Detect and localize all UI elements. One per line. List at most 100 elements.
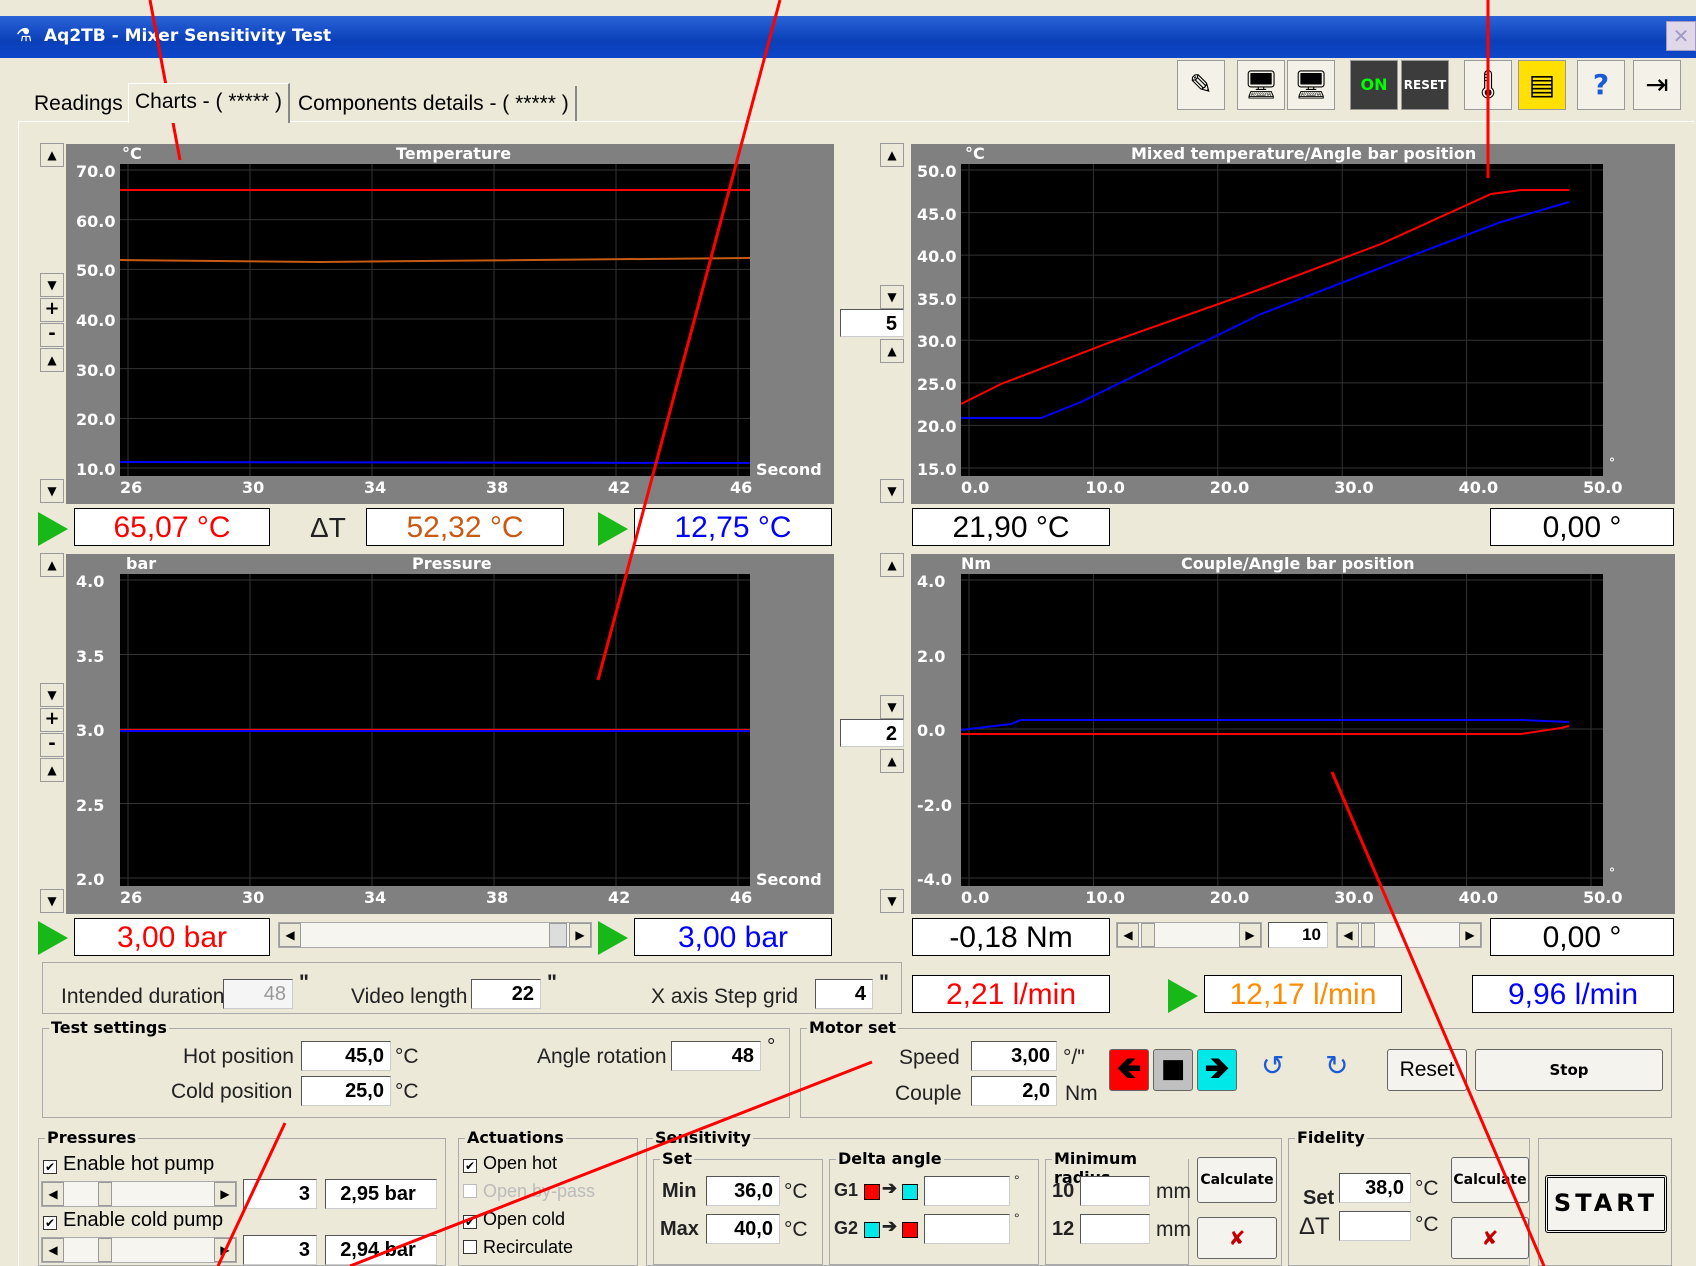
speed-field[interactable]: 3,00 bbox=[971, 1041, 1057, 1071]
recirculate-checkbox[interactable]: Recirculate bbox=[463, 1237, 573, 1258]
enable-hot-pump-checkbox[interactable]: ✔ Enable hot pump bbox=[43, 1153, 215, 1175]
computer-icon[interactable]: 🖥 bbox=[1237, 60, 1285, 110]
scroll-up-button[interactable]: ▲ bbox=[40, 758, 64, 782]
play-cold-icon[interactable] bbox=[598, 512, 628, 546]
scroll-up-button[interactable]: ▲ bbox=[40, 143, 64, 167]
report-icon[interactable]: ▤ bbox=[1518, 60, 1566, 110]
open-cold-checkbox[interactable]: ✔ Open cold bbox=[463, 1209, 566, 1229]
play-cold-pressure-icon[interactable] bbox=[598, 921, 628, 955]
scroll-up-button[interactable]: ▲ bbox=[40, 348, 64, 372]
rotate-right-icon[interactable]: ↻ bbox=[1325, 1050, 1349, 1081]
angle-scrollbar-right[interactable]: ◀ ▶ bbox=[1336, 922, 1482, 948]
tab-readings[interactable]: Readings bbox=[28, 86, 131, 122]
radius-12-field[interactable] bbox=[1080, 1214, 1150, 1244]
tab-components-details[interactable]: Components details - ( ***** ) bbox=[292, 86, 577, 122]
scale-bottom-field[interactable]: 2 bbox=[840, 719, 904, 747]
x-axis-step-field[interactable]: 4 bbox=[815, 979, 873, 1009]
reset-icon[interactable]: RESET bbox=[1401, 60, 1449, 110]
radius-10-field[interactable] bbox=[1080, 1176, 1150, 1206]
scroll-right-button[interactable]: ▶ bbox=[214, 1238, 236, 1262]
g1-delta-field[interactable] bbox=[924, 1176, 1010, 1206]
scroll-thumb[interactable] bbox=[549, 923, 567, 947]
zoom-in-button[interactable]: + bbox=[40, 708, 64, 732]
scroll-down-button[interactable]: ▼ bbox=[880, 479, 904, 503]
stop-button[interactable]: Stop bbox=[1475, 1049, 1663, 1091]
clear-sensitivity-icon[interactable]: ✘ bbox=[1197, 1217, 1277, 1259]
cold-position-field[interactable]: 25,0 bbox=[301, 1076, 391, 1106]
scroll-down-button[interactable]: ▼ bbox=[40, 683, 64, 707]
scroll-left-button[interactable]: ◀ bbox=[279, 923, 301, 947]
tab-charts[interactable]: Charts - ( ***** ) bbox=[128, 83, 291, 123]
zoom-out-button[interactable]: - bbox=[40, 733, 64, 757]
scroll-thumb[interactable] bbox=[1141, 923, 1155, 947]
fidelity-delta-t-field[interactable] bbox=[1339, 1211, 1411, 1241]
on-icon[interactable]: ON bbox=[1350, 60, 1398, 110]
zoom-in-button[interactable]: + bbox=[40, 298, 64, 322]
arrow-right-icon[interactable]: 🡺 bbox=[1197, 1049, 1237, 1091]
max-field[interactable]: 40,0 bbox=[706, 1214, 780, 1244]
step-field[interactable]: 10 bbox=[1268, 922, 1328, 948]
time-scrollbar[interactable]: ◀ ▶ bbox=[278, 922, 592, 948]
scroll-right-button[interactable]: ▶ bbox=[1459, 923, 1481, 947]
angle-rotation-field[interactable]: 48 bbox=[671, 1041, 761, 1071]
calculate-sensitivity-button[interactable]: Calculate bbox=[1197, 1157, 1277, 1203]
computer-icon[interactable]: 🖥 bbox=[1287, 60, 1335, 110]
scroll-right-button[interactable]: ▶ bbox=[214, 1182, 236, 1206]
scroll-down-button[interactable]: ▼ bbox=[880, 285, 904, 309]
delta-angle-title: Delta angle bbox=[836, 1149, 944, 1168]
scroll-up-button[interactable]: ▲ bbox=[40, 553, 64, 577]
y-tick-label: -2.0 bbox=[917, 795, 952, 815]
cold-pump-set-field[interactable]: 3 bbox=[243, 1235, 317, 1265]
scroll-thumb[interactable] bbox=[98, 1182, 112, 1206]
play-hot-icon[interactable] bbox=[38, 512, 68, 546]
x-tick-label: 0.0 bbox=[961, 888, 990, 907]
scroll-left-button[interactable]: ◀ bbox=[42, 1182, 64, 1206]
hot-position-field[interactable]: 45,0 bbox=[301, 1041, 391, 1071]
scroll-up-button[interactable]: ▲ bbox=[880, 339, 904, 363]
scroll-down-button[interactable]: ▼ bbox=[40, 889, 64, 913]
play-hot-pressure-icon[interactable] bbox=[38, 921, 68, 955]
scroll-down-button[interactable]: ▼ bbox=[40, 479, 64, 503]
scroll-right-button[interactable]: ▶ bbox=[1239, 923, 1261, 947]
video-length-field[interactable]: 22 bbox=[471, 979, 541, 1009]
arrow-left-icon[interactable]: 🡸 bbox=[1109, 1049, 1149, 1091]
clear-fidelity-icon[interactable]: ✘ bbox=[1451, 1217, 1529, 1259]
zoom-out-button[interactable]: - bbox=[40, 323, 64, 347]
open-hot-checkbox[interactable]: ✔ Open hot bbox=[463, 1153, 558, 1173]
scroll-thumb[interactable] bbox=[98, 1238, 112, 1262]
scroll-left-button[interactable]: ◀ bbox=[1117, 923, 1139, 947]
stop-square-icon[interactable]: ■ bbox=[1153, 1049, 1193, 1091]
pressure-scrollbars[interactable]: ▲ ▼ + - ▲ ▼ bbox=[40, 553, 64, 913]
close-button[interactable]: ✕ bbox=[1666, 21, 1696, 51]
scroll-down-button[interactable]: ▼ bbox=[880, 889, 904, 913]
scroll-up-button[interactable]: ▲ bbox=[880, 143, 904, 167]
calculate-fidelity-button[interactable]: Calculate bbox=[1451, 1157, 1529, 1203]
temp-scrollbars[interactable]: ▲ ▼ + - ▲ ▼ bbox=[40, 143, 64, 503]
couple-field[interactable]: 2,0 bbox=[971, 1076, 1057, 1106]
enable-cold-pump-checkbox[interactable]: ✔ Enable cold pump bbox=[43, 1209, 224, 1231]
scroll-down-button[interactable]: ▼ bbox=[40, 273, 64, 297]
hot-pump-set-field[interactable]: 3 bbox=[243, 1179, 317, 1209]
scroll-left-button[interactable]: ◀ bbox=[1337, 923, 1359, 947]
rotate-left-icon[interactable]: ↺ bbox=[1261, 1050, 1285, 1081]
edit-icon[interactable]: ✎ bbox=[1177, 60, 1225, 110]
reset-button[interactable]: Reset bbox=[1387, 1049, 1467, 1091]
scroll-up-button[interactable]: ▲ bbox=[880, 749, 904, 773]
scale-top-field[interactable]: 5 bbox=[840, 309, 904, 337]
help-icon[interactable]: ? bbox=[1577, 60, 1625, 110]
scroll-down-button[interactable]: ▼ bbox=[880, 695, 904, 719]
g2-delta-field[interactable] bbox=[924, 1214, 1010, 1244]
scroll-left-button[interactable]: ◀ bbox=[42, 1238, 64, 1262]
hot-pump-slider[interactable]: ◀ ▶ bbox=[41, 1181, 237, 1207]
min-field[interactable]: 36,0 bbox=[706, 1176, 780, 1206]
fidelity-set-field[interactable]: 38,0 bbox=[1339, 1173, 1411, 1203]
exit-icon[interactable]: ⇥ bbox=[1633, 60, 1681, 110]
scroll-right-button[interactable]: ▶ bbox=[569, 923, 591, 947]
angle-scrollbar-left[interactable]: ◀ ▶ bbox=[1116, 922, 1262, 948]
scroll-thumb[interactable] bbox=[1361, 923, 1375, 947]
scroll-up-button[interactable]: ▲ bbox=[880, 553, 904, 577]
thermometer-icon[interactable]: 🌡 bbox=[1464, 60, 1512, 110]
play-flow-icon[interactable] bbox=[1168, 979, 1198, 1013]
start-button[interactable]: START bbox=[1545, 1175, 1667, 1233]
cold-pump-slider[interactable]: ◀ ▶ bbox=[41, 1237, 237, 1263]
